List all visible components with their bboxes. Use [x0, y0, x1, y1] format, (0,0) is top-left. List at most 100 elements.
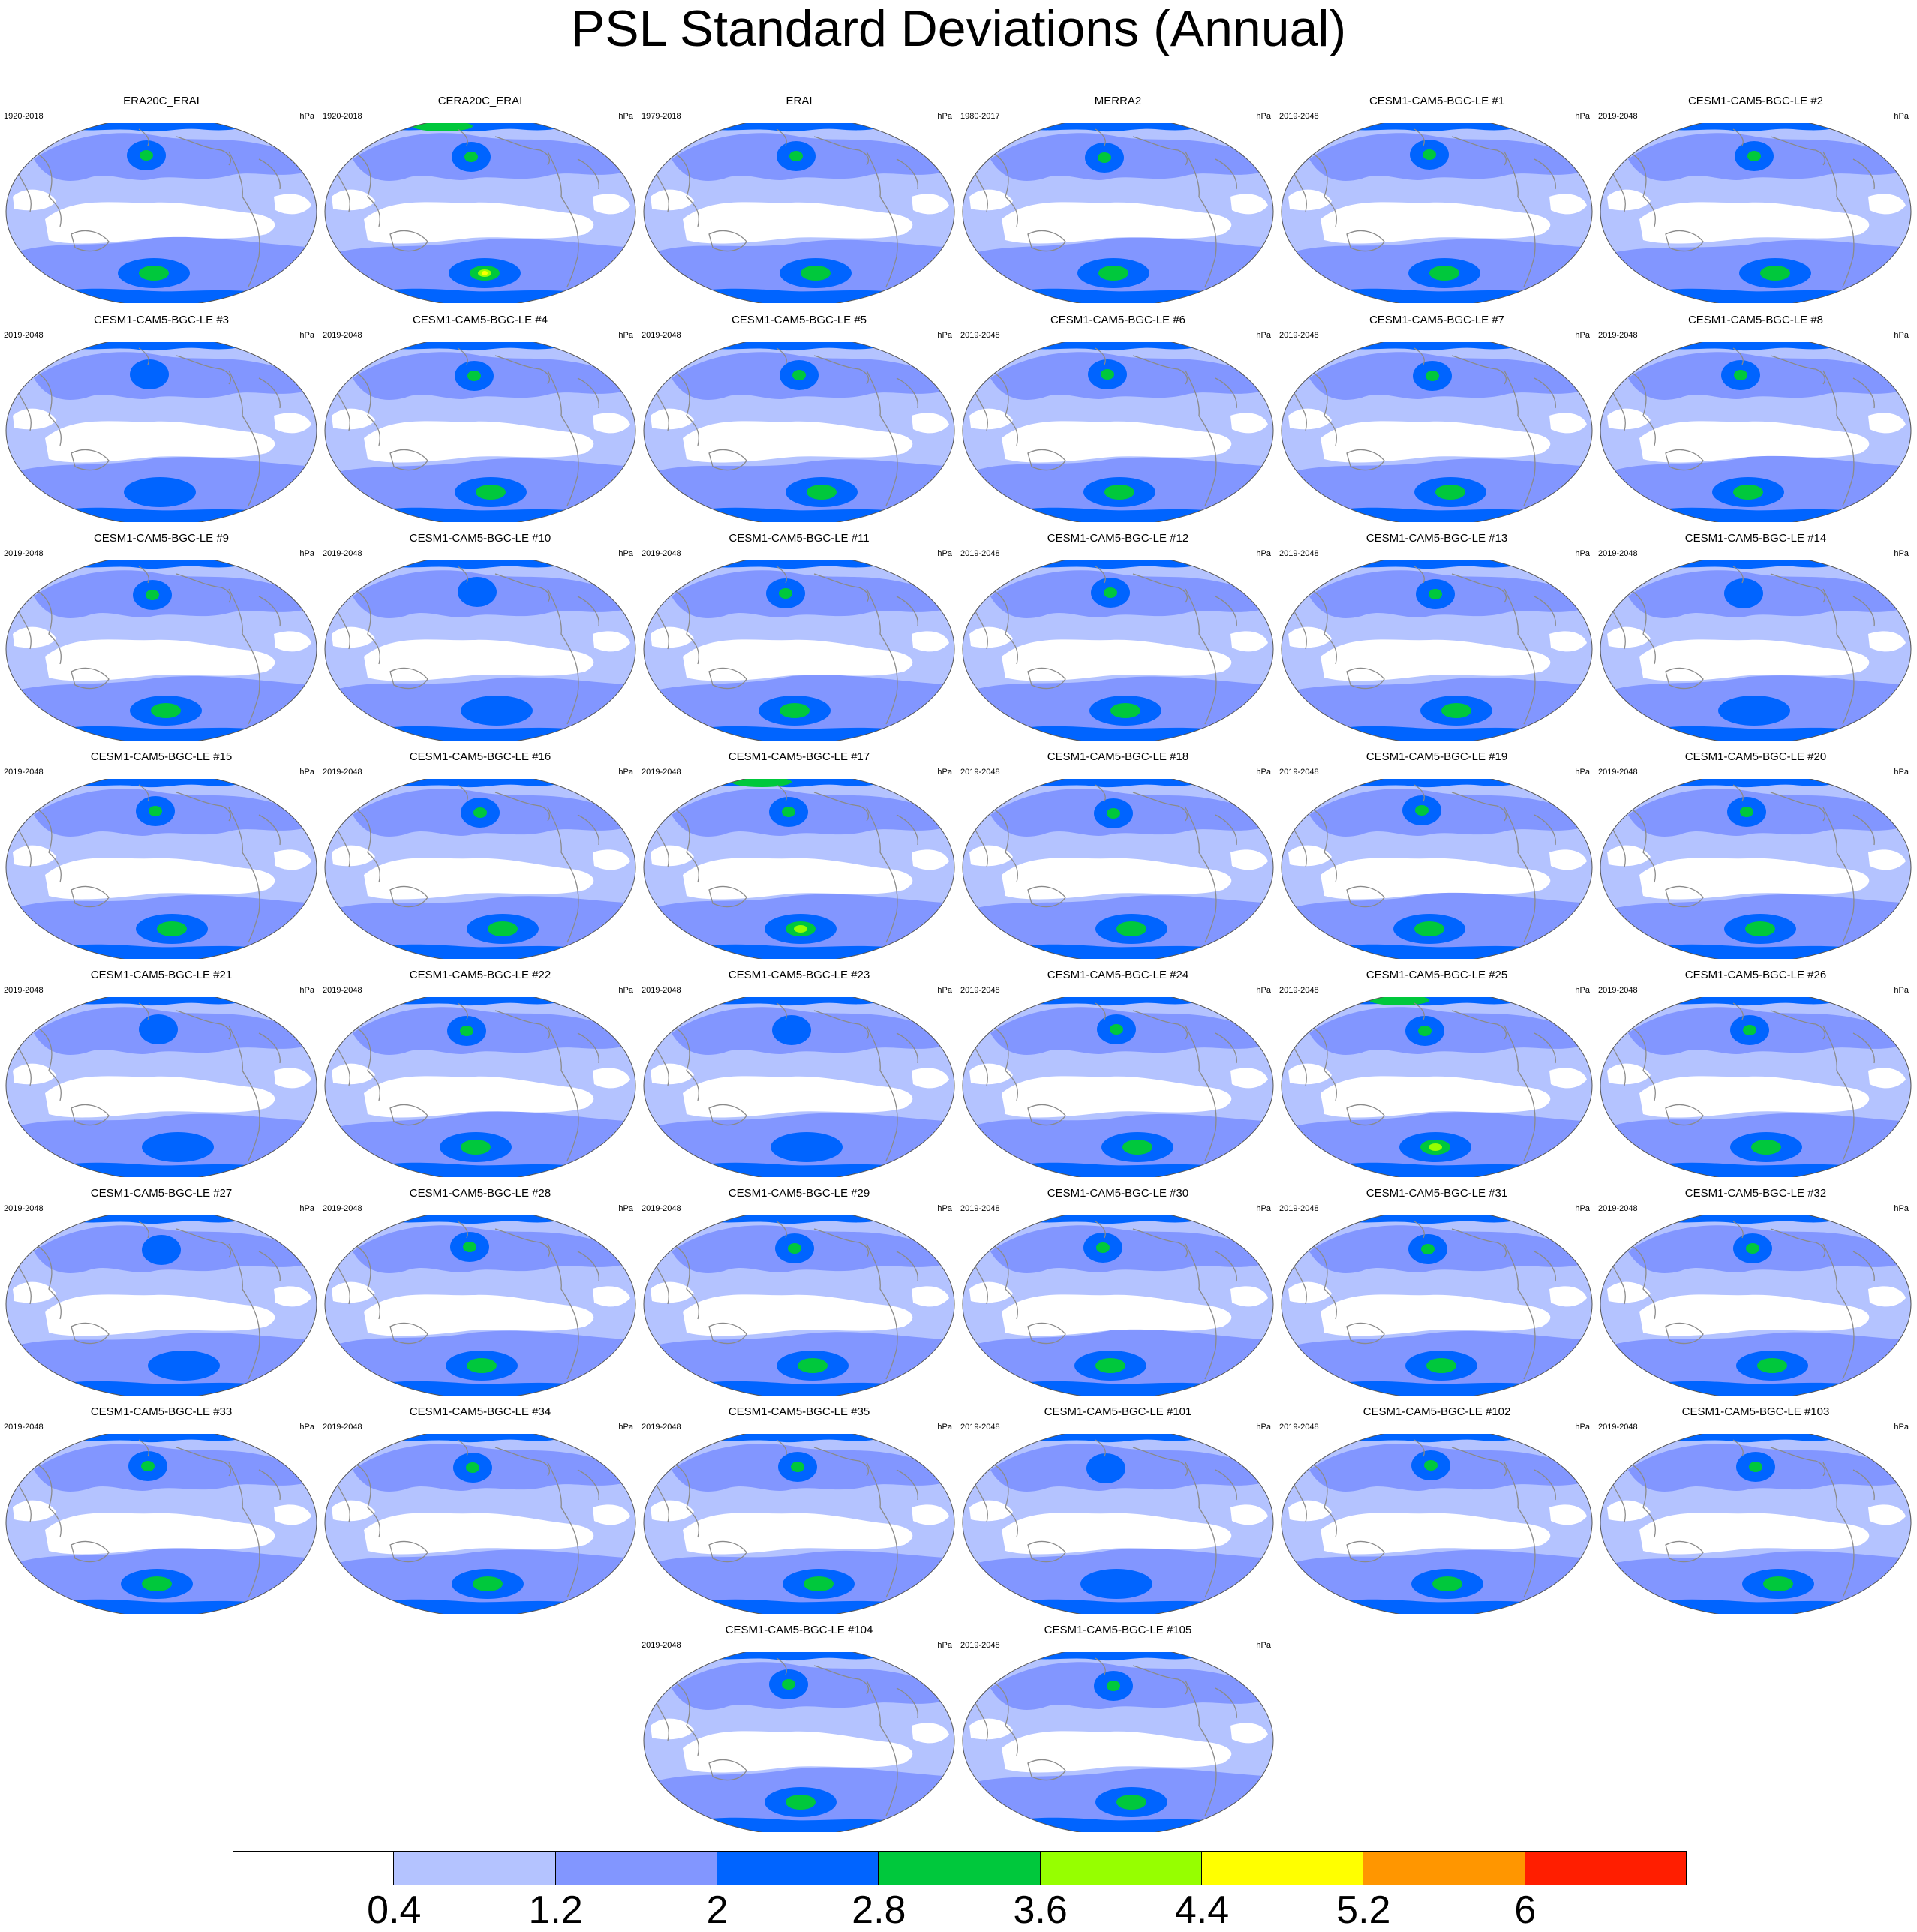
contour-fill-high: [702, 342, 897, 351]
coastline: [258, 158, 281, 190]
panel-period: 2019-2048: [1279, 112, 1319, 121]
contour-fill-high: [1339, 997, 1534, 1006]
contour-fill-mid: [1628, 570, 1899, 618]
contour-fill-low: [364, 639, 594, 681]
coastline: [228, 151, 260, 287]
map-border: [5, 342, 317, 522]
map-border: [5, 1215, 317, 1396]
map-panel: CESM1-CAM5-BGC-LE #101 2019-2048 hPa: [960, 1405, 1275, 1615]
map-plot: [643, 560, 955, 741]
contour-fill-low: [651, 1500, 694, 1522]
panel-title: CESM1-CAM5-BGC-LE #3: [93, 314, 230, 326]
coastline: [228, 1025, 260, 1161]
contour-fill-high: [702, 997, 897, 1006]
contour-fill-high: [1020, 997, 1215, 1006]
map-panel: CESM1-CAM5-BGC-LE #7 2019-2048 hPa: [1279, 314, 1594, 524]
colorbar-swatch: [394, 1851, 556, 1885]
coastline: [457, 347, 468, 365]
panel-period: 2019-2048: [4, 1423, 44, 1432]
panel-period: 2019-2048: [642, 1204, 681, 1213]
contour-fill-peak: [786, 1795, 816, 1810]
contour-fill-low: [683, 639, 913, 681]
map-plot: [643, 997, 955, 1177]
contour-fill-high: [142, 1235, 181, 1265]
panel-units: hPa: [1575, 112, 1590, 121]
panel-period: 2019-2048: [1279, 768, 1319, 777]
map-border: [962, 1652, 1274, 1832]
contour-fill-low: [1549, 1286, 1587, 1307]
coastline: [577, 814, 599, 846]
coastline: [1822, 1243, 1855, 1380]
coastline: [228, 1462, 260, 1598]
coastline: [494, 136, 551, 166]
map-border: [1600, 1434, 1912, 1614]
contour-fill-low: [13, 845, 56, 867]
contour-fill-low: [1288, 1063, 1332, 1085]
map-plot: [962, 1434, 1274, 1614]
coastline: [1027, 885, 1066, 908]
map-border: [1600, 123, 1912, 303]
panel-units: hPa: [1894, 331, 1909, 340]
contour-fill-low: [651, 408, 694, 430]
coastline: [1095, 128, 1106, 146]
contour-fill-low: [1868, 413, 1906, 434]
coastline: [1770, 1228, 1826, 1258]
panel-period: 2019-2048: [323, 331, 362, 340]
contour-fill-peak: [1421, 1244, 1435, 1254]
coastline: [1414, 347, 1425, 365]
coastline: [1732, 566, 1744, 584]
map-border: [5, 1434, 317, 1614]
coastline: [896, 1032, 918, 1064]
contour-fill-peak: [1733, 485, 1763, 500]
panel-units: hPa: [618, 331, 633, 340]
coastline: [1095, 1439, 1106, 1457]
panel-title: CESM1-CAM5-BGC-LE #9: [93, 532, 230, 545]
map-border: [643, 1652, 955, 1832]
contour-fill-peak: [1107, 808, 1120, 819]
map-border: [1600, 1215, 1912, 1396]
coastline: [337, 1266, 350, 1305]
contour-fill-peak: [1747, 151, 1761, 161]
panel-units: hPa: [618, 549, 633, 558]
contour-fill-low: [364, 202, 594, 244]
contour-fill-peak: [157, 921, 187, 936]
coastline: [656, 829, 669, 868]
contour-fill-peak: [1746, 1243, 1759, 1254]
contour-fill-peak: [1740, 807, 1753, 817]
panel-title: CESM1-CAM5-BGC-LE #15: [90, 750, 233, 763]
panel-title: CESM1-CAM5-BGC-LE #104: [725, 1624, 873, 1636]
contour-fill-peak: [1110, 703, 1140, 718]
coastline: [1185, 151, 1217, 287]
contour-fill-peak: [782, 807, 795, 817]
panel-title: CESM1-CAM5-BGC-LE #25: [1366, 969, 1508, 981]
map-border: [643, 1215, 955, 1396]
coastline: [656, 173, 669, 212]
coastline: [457, 1221, 468, 1239]
panel-title: CESM1-CAM5-BGC-LE #2: [1687, 95, 1824, 107]
panel-period: 2019-2048: [1598, 986, 1638, 995]
contour-fill-low: [332, 1063, 375, 1085]
coastline: [176, 136, 232, 166]
panel-title: CESM1-CAM5-BGC-LE #35: [728, 1405, 870, 1418]
panel-units: hPa: [299, 1204, 314, 1213]
contour-fill-high: [383, 123, 578, 132]
panel-period: 2019-2048: [1598, 112, 1638, 121]
contour-fill-low: [13, 626, 56, 648]
panel-title: CESM1-CAM5-BGC-LE #4: [412, 314, 548, 326]
contour-fill-peak: [473, 807, 487, 818]
map-border: [1600, 342, 1912, 522]
panel-period: 1920-2018: [4, 112, 44, 121]
coastline: [1534, 158, 1556, 190]
contour-fill-high: [1020, 1652, 1215, 1661]
contour-fill-peak: [460, 1026, 473, 1036]
coastline: [547, 588, 579, 725]
map-panel: CESM1-CAM5-BGC-LE #19 2019-2048 hPa: [1279, 750, 1594, 960]
map-plot: [643, 1652, 955, 1832]
coastline: [1132, 355, 1188, 385]
contour-fill-peak: [1423, 149, 1436, 160]
coastline: [352, 588, 380, 665]
contour-fill-high: [1718, 696, 1790, 726]
coastline: [708, 1759, 747, 1781]
coastline: [228, 1243, 260, 1380]
panel-units: hPa: [937, 768, 952, 777]
